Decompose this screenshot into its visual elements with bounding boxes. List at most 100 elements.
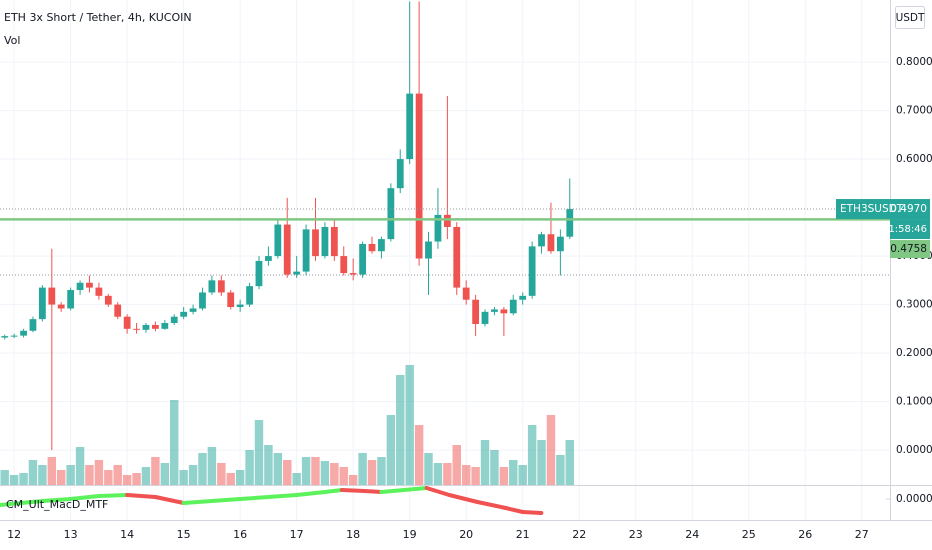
- candle-body: [38, 287, 46, 320]
- x-tick-label: 25: [742, 528, 756, 541]
- volume-bar: [396, 375, 405, 485]
- volume-bar: [358, 453, 367, 485]
- volume-bar: [245, 450, 254, 485]
- volume-bar: [132, 473, 141, 485]
- volume-bar: [565, 440, 574, 485]
- candle-body: [443, 214, 451, 227]
- candle-body: [556, 236, 564, 252]
- volume-bar: [28, 460, 38, 485]
- x-tick-label: 26: [798, 528, 812, 541]
- volume-bar: [405, 365, 414, 485]
- volume-bar: [461, 465, 471, 485]
- indicator-segment: [40, 497, 73, 503]
- candle-body: [123, 316, 131, 329]
- volume-bar: [19, 473, 28, 485]
- volume-bar: [527, 425, 537, 485]
- volume-bar: [424, 453, 433, 485]
- currency-box[interactable]: [895, 6, 925, 29]
- indicator-segment: [181, 499, 214, 505]
- chart-title: ETH 3x Short / Tether, 4h, KUCOIN: [4, 11, 192, 24]
- candle-body: [246, 286, 253, 305]
- indicator-segment: [402, 486, 429, 492]
- indicator-segment: [447, 493, 480, 504]
- x-tick-label: 21: [516, 528, 530, 541]
- indicator-segment: [0, 499, 45, 507]
- candle-body: [453, 226, 461, 288]
- candle-body: [378, 239, 385, 252]
- countdown-tag: [890, 219, 930, 240]
- candle-body: [538, 234, 545, 247]
- candle-body: [566, 209, 574, 237]
- candle-body: [95, 287, 103, 296]
- candle-body: [274, 224, 282, 257]
- candle-body: [415, 93, 423, 259]
- candle-body: [265, 256, 272, 261]
- volume-bar: [443, 463, 452, 485]
- volume-bar: [160, 463, 170, 485]
- hline-label: 0.4758: [890, 243, 927, 255]
- candle-body: [547, 234, 555, 252]
- volume-bar: [433, 463, 443, 485]
- candle-body: [236, 304, 244, 308]
- candle-body: [161, 323, 169, 329]
- volume-bar: [377, 457, 386, 485]
- volume-bar: [311, 457, 320, 485]
- candle-body: [208, 280, 216, 293]
- candle-body: [217, 280, 225, 293]
- volume-bar: [452, 445, 461, 485]
- volume-bar: [207, 447, 217, 485]
- candle-body: [1, 336, 9, 338]
- y-tick-label: 0.6000: [896, 153, 932, 165]
- volume-bar: [9, 475, 19, 485]
- candle-body: [349, 273, 357, 275]
- volume-bar: [283, 460, 292, 485]
- last-price-label: 0.4970: [890, 203, 927, 215]
- volume-bar: [348, 475, 358, 485]
- indicator-segment: [209, 497, 243, 503]
- volume-bar: [546, 415, 556, 485]
- y-tick-label: 0.1000: [896, 396, 932, 408]
- indicator-segment: [238, 495, 271, 501]
- candle-body: [10, 335, 18, 337]
- candle-body: [20, 330, 27, 336]
- volume-bar: [217, 463, 226, 485]
- volume-bar: [414, 425, 424, 485]
- indicator-tick-label: 0.0000: [896, 493, 932, 505]
- candle-body: [519, 295, 527, 300]
- candle-body: [472, 299, 480, 324]
- volume-bar: [509, 460, 518, 485]
- indicator-title: CM_Ult_MacD_MTF: [6, 498, 108, 511]
- indicator-segment: [266, 493, 299, 499]
- candle-body: [509, 299, 517, 314]
- candle-body: [114, 304, 122, 317]
- y-tick-label: 0.2000: [896, 347, 932, 359]
- volume-bar: [75, 447, 85, 485]
- x-tick-label: 24: [685, 528, 699, 541]
- volume-bar: [537, 440, 546, 485]
- candle-body: [302, 229, 310, 272]
- volume-bar: [339, 467, 348, 485]
- x-tick-label: 17: [290, 528, 304, 541]
- volume-label: Vol: [4, 34, 20, 47]
- volume-bar: [198, 453, 207, 485]
- candle-body: [312, 229, 319, 257]
- candle-body: [340, 256, 348, 274]
- candle-body: [151, 324, 159, 329]
- indicator-segment: [379, 488, 407, 494]
- candle-body: [359, 243, 367, 275]
- x-tick-label: 18: [346, 528, 360, 541]
- candle-body: [491, 309, 498, 312]
- volume-bar: [301, 457, 311, 485]
- indicator-segment: [362, 489, 384, 494]
- hline-tag: [890, 240, 930, 259]
- candle-body: [500, 309, 508, 314]
- x-tick-label: 27: [855, 528, 869, 541]
- volume-bar: [273, 453, 283, 485]
- volume-bar: [169, 400, 179, 485]
- indicator-segment: [475, 500, 508, 510]
- volume-bar: [151, 457, 160, 485]
- candle-body: [86, 282, 93, 288]
- volume-bar: [113, 465, 122, 485]
- volume-bar: [292, 473, 301, 485]
- indicator-segment: [153, 495, 186, 505]
